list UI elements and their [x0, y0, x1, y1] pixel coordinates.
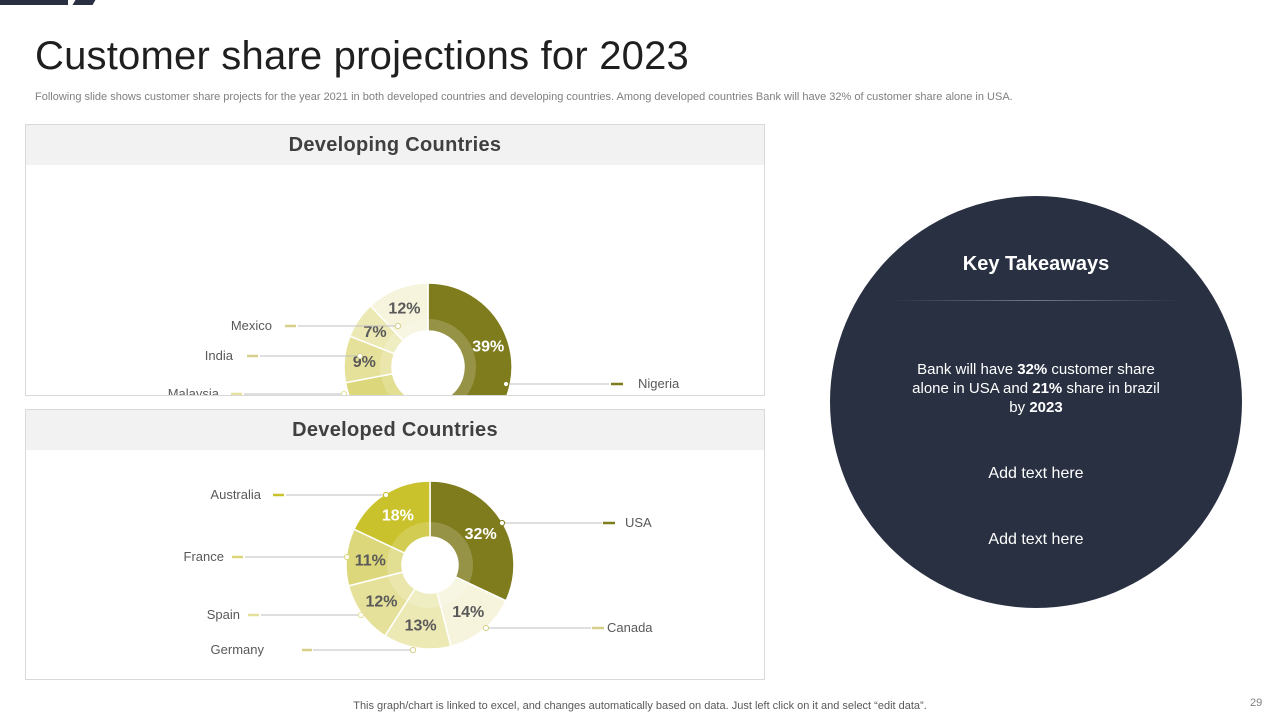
donut-value-label-spain: 12% — [365, 593, 397, 610]
top-accent-bar — [0, 0, 100, 5]
callout-dot-canada — [482, 624, 490, 632]
donut-inner-ring-malaysia — [380, 349, 395, 376]
category-label-germany: Germany — [211, 642, 265, 657]
category-label-spain: Spain — [207, 607, 240, 622]
donut-value-label-australia: 18% — [382, 507, 414, 524]
key-takeaways-body: Bank will have 32% customer share alone … — [912, 361, 1160, 416]
donut-value-label-france: 11% — [355, 552, 386, 569]
donut-inner-ring-australia — [391, 522, 430, 554]
donut-inner-ring-usa — [430, 522, 474, 584]
donut-value-label-canada: 14% — [452, 604, 484, 621]
donut-inner-ring-canada — [436, 576, 469, 607]
key-takeaways-circle: Key Takeaways Bank will have 32% custome… — [830, 196, 1242, 608]
developed-countries-title: Developed Countries — [26, 410, 764, 450]
donut-value-label-usa: 32% — [465, 526, 497, 543]
callout-dot-malaysia — [340, 390, 348, 395]
donut-inner-ring-nigeria — [428, 319, 476, 395]
developing-countries-title: Developing Countries — [26, 125, 764, 165]
key-takeaways-title: Key Takeaways — [962, 253, 1110, 275]
callout-dot-australia — [382, 491, 390, 499]
donut-value-label-malaysia: 9% — [353, 354, 376, 371]
key-takeaways-divider — [890, 300, 1182, 301]
category-label-france: France — [184, 549, 224, 564]
category-label-mexico: Mexico — [231, 318, 272, 333]
category-label-india: India — [205, 348, 234, 363]
slide-title: Customer share projections for 2023 — [35, 34, 689, 78]
category-label-usa: USA — [625, 515, 652, 530]
donut-inner-ring-argentina — [380, 373, 406, 395]
callout-dot-germany — [409, 646, 417, 654]
callout-dot-mexico — [394, 322, 402, 330]
callout-dot-india — [356, 352, 364, 360]
category-label-nigeria: Nigeria — [638, 376, 680, 391]
developed-countries-panel: Developed Countries 32% 14% 13% 12% 11% 18% US… — [25, 409, 765, 680]
category-label-australia: Australia — [210, 487, 261, 502]
donut-slice-usa[interactable] — [429, 480, 515, 602]
callout-dot-nigeria — [502, 380, 510, 388]
donut-value-label-mexico: 12% — [388, 300, 420, 317]
donut-inner-ring-germany — [406, 588, 441, 608]
donut-slice-australia[interactable] — [352, 480, 431, 555]
donut-value-label-argentina: 12% — [358, 394, 390, 395]
donut-inner-ring-mexico — [395, 319, 428, 341]
developing-countries-panel: Developing Countries 39%21%12%9%7%12%Nig… — [25, 124, 765, 396]
category-label-canada: Canada — [607, 620, 653, 635]
donut-inner-ring-france — [386, 546, 405, 576]
donut-value-label-india: 7% — [364, 324, 387, 341]
add-text-placeholder-2[interactable]: Add text here — [988, 531, 1084, 548]
add-text-placeholder-1[interactable]: Add text here — [988, 465, 1084, 482]
page-number: 29 — [1250, 697, 1263, 709]
donut-slice-nigeria[interactable] — [427, 282, 513, 395]
callout-dot-france — [343, 553, 351, 561]
callout-dot-usa — [498, 519, 506, 527]
donut-value-label-germany: 13% — [405, 617, 437, 634]
donut-inner-ring-spain — [388, 571, 415, 602]
developed-countries-donut-chart[interactable]: 32% 14% 13% 12% 11% 18% USA Canada Germany Spain F… — [26, 450, 766, 679]
slide-subtitle: Following slide shows customer share pro… — [35, 91, 1013, 103]
footer-note: This graph/chart is linked to excel, and… — [353, 700, 927, 712]
donut-value-label-nigeria: 39% — [472, 338, 504, 355]
category-label-malaysia: Malaysia — [168, 386, 220, 395]
donut-slice-mexico[interactable] — [369, 282, 429, 342]
callout-dot-spain — [357, 611, 365, 619]
developing-countries-donut-chart[interactable]: 39%21%12%9%7%12%NigeriaBrazilArgentinaMa… — [26, 165, 766, 395]
donut-inner-ring-india — [383, 332, 404, 354]
